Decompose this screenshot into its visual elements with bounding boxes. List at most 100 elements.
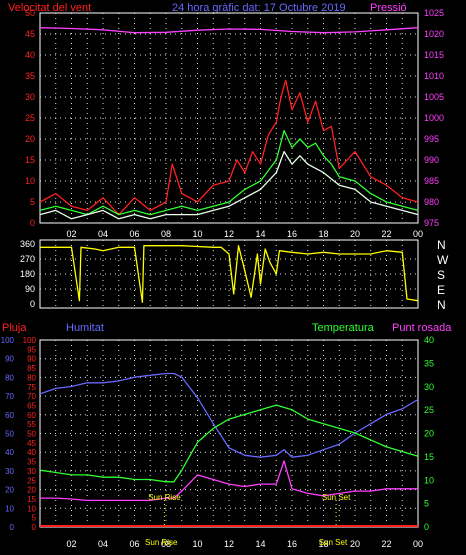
rain-y-tick-label: 10 xyxy=(5,504,14,513)
humidity-y-tick-label: 15 xyxy=(27,495,36,504)
humidity-y-tick-label: 50 xyxy=(27,430,36,439)
pressure-y-tick-label: 1025 xyxy=(424,8,444,18)
humidity-y-tick-label: 95 xyxy=(27,345,36,354)
temperature-y-tick-label: 35 xyxy=(424,358,434,368)
rain-y-tick-label: 0 xyxy=(10,523,15,532)
x-tick-label: 20 xyxy=(350,229,360,239)
humidity-y-tick-label: 65 xyxy=(27,401,36,410)
x-tick-label: 04 xyxy=(98,539,108,549)
pressure-y-tick-label: 1020 xyxy=(424,29,444,39)
x-tick-label: 06 xyxy=(129,539,139,549)
humidity-y-tick-label: 25 xyxy=(27,476,36,485)
wind-y-tick-label: 30 xyxy=(25,92,35,102)
humidity-y-tick-label: 100 xyxy=(23,336,37,345)
sun-annotation-label: Sun Set xyxy=(322,493,351,502)
compass-label: E xyxy=(437,283,445,297)
compass-label: N xyxy=(437,298,446,312)
wind-series xyxy=(39,27,419,220)
wind-y-tick-label: 10 xyxy=(25,176,35,186)
humidity-y-tick-label: 70 xyxy=(27,392,36,401)
pressure-y-tick-label: 1000 xyxy=(424,113,444,123)
humidity-y-tick-label: 45 xyxy=(27,439,36,448)
rain-y-tick-label: 30 xyxy=(5,467,14,476)
humidity-y-tick-label: 10 xyxy=(27,504,36,513)
direction-y-tick-label: 270 xyxy=(20,254,35,264)
pressure-y-tick-label: 1005 xyxy=(424,92,444,102)
wind-y-tick-label: 0 xyxy=(30,218,35,228)
wind-y-tick-label: 40 xyxy=(25,50,35,60)
x-tick-label: 18 xyxy=(318,229,328,239)
temperature-y-tick-label: 20 xyxy=(424,429,434,439)
x-tick-label: 22 xyxy=(381,539,391,549)
pressure-series xyxy=(39,27,419,34)
humidity-y-tick-label: 5 xyxy=(32,514,37,523)
x-tick-label: 04 xyxy=(98,229,108,239)
dewpoint-series xyxy=(40,460,418,502)
wind-title: Velocitat del vent xyxy=(8,2,91,14)
wind-y-tick-label: 50 xyxy=(25,8,35,18)
humidity-y-tick-label: 90 xyxy=(27,355,36,364)
x-tick-label: 02 xyxy=(66,539,76,549)
x-tick-label: 20 xyxy=(350,539,360,549)
x-tick-label: 14 xyxy=(255,539,265,549)
legend-temperature: Temperatura xyxy=(312,322,375,334)
rain-y-tick-label: 70 xyxy=(5,392,14,401)
temperature-y-tick-label: 40 xyxy=(424,335,434,345)
humidity-y-tick-label: 0 xyxy=(32,523,37,532)
x-tick-label: 12 xyxy=(224,539,234,549)
temperature-y-tick-label: 0 xyxy=(424,522,429,532)
chart-date-title: 24 hora gràfic dat: 17 Octubre 2019 xyxy=(172,2,346,14)
wind-direction-series xyxy=(40,245,419,303)
pressure-y-tick-label: 975 xyxy=(424,218,439,228)
temperature-y-tick-label: 15 xyxy=(424,452,434,462)
rain-y-tick-label: 20 xyxy=(5,486,14,495)
x-tick-label: 02 xyxy=(66,229,76,239)
compass-label: W xyxy=(437,253,449,267)
wind-speed-series xyxy=(39,150,419,220)
rain-y-tick-label: 60 xyxy=(5,411,14,420)
humidity-y-tick-label: 60 xyxy=(27,411,36,420)
x-tick-label: 16 xyxy=(287,229,297,239)
sun-bottom-label: Sun Rise xyxy=(145,538,178,547)
x-tick-label: 22 xyxy=(381,229,391,239)
temperature-series xyxy=(39,404,419,483)
humidity-y-tick-label: 55 xyxy=(27,420,36,429)
direction-series xyxy=(40,245,419,303)
wind-grid xyxy=(40,13,418,223)
climate-series xyxy=(39,372,419,527)
x-tick-label: 14 xyxy=(255,229,265,239)
humidity-y-tick-label: 30 xyxy=(27,467,36,476)
pressure-y-tick-label: 1010 xyxy=(424,71,444,81)
x-tick-label: 10 xyxy=(192,229,202,239)
rain-y-tick-label: 90 xyxy=(5,355,14,364)
wind-y-tick-label: 35 xyxy=(25,71,35,81)
x-tick-label: 12 xyxy=(224,229,234,239)
humidity-y-tick-label: 80 xyxy=(27,373,36,382)
direction-y-tick-label: 180 xyxy=(20,269,35,279)
sun-bottom-label: Sun Set xyxy=(319,538,348,547)
climate-chart-frame xyxy=(39,339,419,528)
sun-annotation-label: Sun Rise xyxy=(148,493,181,502)
rain-y-tick-label: 40 xyxy=(5,448,14,457)
humidity-series xyxy=(39,372,419,458)
temperature-y-tick-label: 25 xyxy=(424,405,434,415)
climate-axes: 0102030405060708090100051015202530354045… xyxy=(1,335,434,549)
x-tick-label: 00 xyxy=(413,229,423,239)
x-tick-label: 18 xyxy=(318,539,328,549)
direction-y-tick-label: 0 xyxy=(30,299,35,309)
x-tick-label: 08 xyxy=(161,229,171,239)
x-tick-label: 10 xyxy=(192,539,202,549)
legend-humidity: Humitat xyxy=(66,322,104,334)
wind-y-tick-label: 20 xyxy=(25,134,35,144)
x-tick-label: 06 xyxy=(129,229,139,239)
direction-grid xyxy=(40,240,418,308)
compass-label: N xyxy=(437,238,446,252)
humidity-y-tick-label: 40 xyxy=(27,448,36,457)
pressure-y-tick-label: 980 xyxy=(424,197,439,207)
x-tick-label: 16 xyxy=(287,539,297,549)
climate-grid xyxy=(40,340,418,527)
humidity-y-tick-label: 20 xyxy=(27,486,36,495)
wind-y-tick-label: 5 xyxy=(30,197,35,207)
pressure-y-tick-label: 1015 xyxy=(424,50,444,60)
